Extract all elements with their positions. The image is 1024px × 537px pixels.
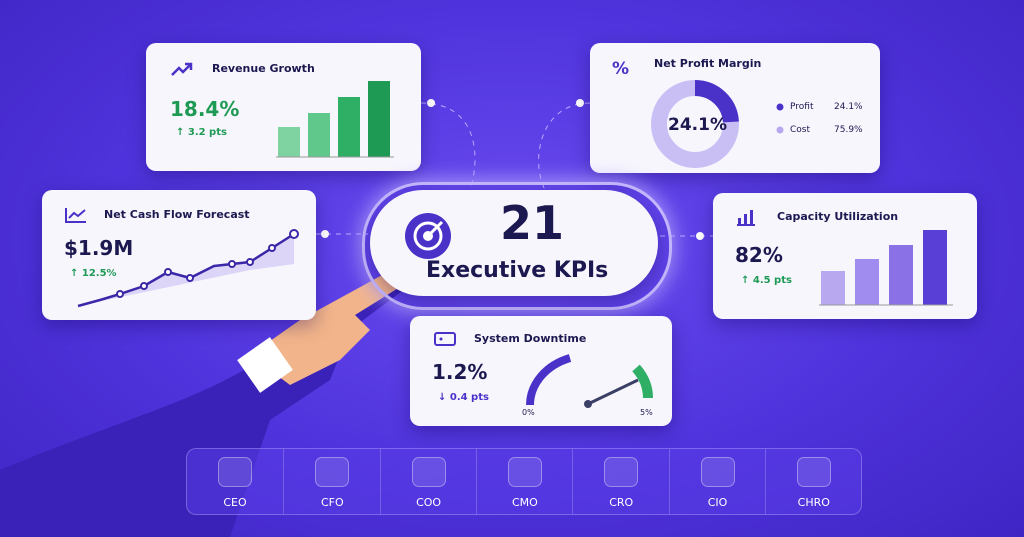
role-item[interactable]: CHRO (764, 449, 862, 514)
center-glow (362, 182, 672, 310)
center-pill: 21 Executive KPIs (370, 190, 658, 296)
role-item[interactable]: CEO (187, 449, 283, 514)
role-label: CFO (320, 496, 344, 509)
role-icon (507, 457, 542, 487)
kpi-change: ↑ 4.5 pts (741, 275, 792, 286)
profit-card: % Net Profit Margin 24.1% Profit 24.1% C… (590, 43, 880, 173)
kpi-count-label: Executive KPIs (426, 258, 609, 283)
legend-value: 75.9% (834, 125, 863, 135)
role-icon (796, 457, 831, 487)
capacity-card: Capacity Utilization 82% ↑ 4.5 pts (713, 193, 977, 319)
kpi-change: ↑ 12.5% (70, 268, 117, 279)
donut-profit (694, 80, 739, 123)
role-icon (604, 457, 639, 487)
role-label: COO (416, 496, 442, 509)
card-title: Net Profit Margin (654, 57, 762, 70)
legend-value: 24.1% (834, 102, 863, 112)
donut (651, 80, 739, 168)
role-bar: CEO CFO COO CMO CRO CIO CHRO (186, 448, 862, 515)
kpi-change: ↓ 0.4 pts (438, 392, 489, 403)
role-label: CIO (707, 496, 728, 509)
legend-label: Cost (790, 125, 811, 135)
role-item[interactable]: CFO (283, 449, 380, 514)
role-label: CHRO (797, 496, 830, 509)
role-label: CRO (609, 496, 634, 509)
icon (171, 62, 193, 76)
role-icon (411, 457, 446, 487)
gauge-min: 0% (522, 408, 535, 417)
card-title: Capacity Utilization (777, 210, 899, 223)
role-item[interactable]: CRO (572, 449, 669, 514)
kpi-value: 1.2% (432, 360, 488, 384)
gauge (526, 354, 653, 408)
role-icon (700, 457, 735, 487)
gauge-max: 5% (640, 408, 653, 417)
kpi-value: $1.9M (64, 236, 134, 260)
card-title: Net Cash Flow Forecast (104, 208, 250, 221)
line-illustration (77, 229, 299, 308)
role-item[interactable]: CMO (475, 449, 573, 514)
card-title: System Downtime (474, 332, 587, 345)
card-title: Revenue Growth (212, 62, 315, 75)
kpi-count: 21 (500, 196, 565, 250)
kpi-value: 82% (735, 243, 783, 267)
revenue-card: Revenue Growth 18.4% ↑ 3.2 pts (146, 43, 421, 171)
kpi-change: ↑ 3.2 pts (176, 127, 227, 138)
role-item[interactable]: COO (379, 449, 477, 514)
downtime-card: System Downtime 1.2% ↓ 0.4 pts 0% 5% (410, 316, 672, 426)
donut-center: 24.1% (668, 115, 727, 135)
kpi-value: 18.4% (170, 97, 240, 121)
role-label: CEO (223, 496, 247, 509)
role-label: CMO (511, 496, 538, 509)
bar-illustration (276, 81, 394, 158)
role-item[interactable]: CIO (668, 449, 766, 514)
role-icon (315, 457, 350, 487)
cashflow-card: Net Cash Flow Forecast $1.9M ↑ 12.5% (42, 190, 316, 320)
role-icon (218, 457, 252, 487)
legend-label: Profit (790, 102, 814, 112)
